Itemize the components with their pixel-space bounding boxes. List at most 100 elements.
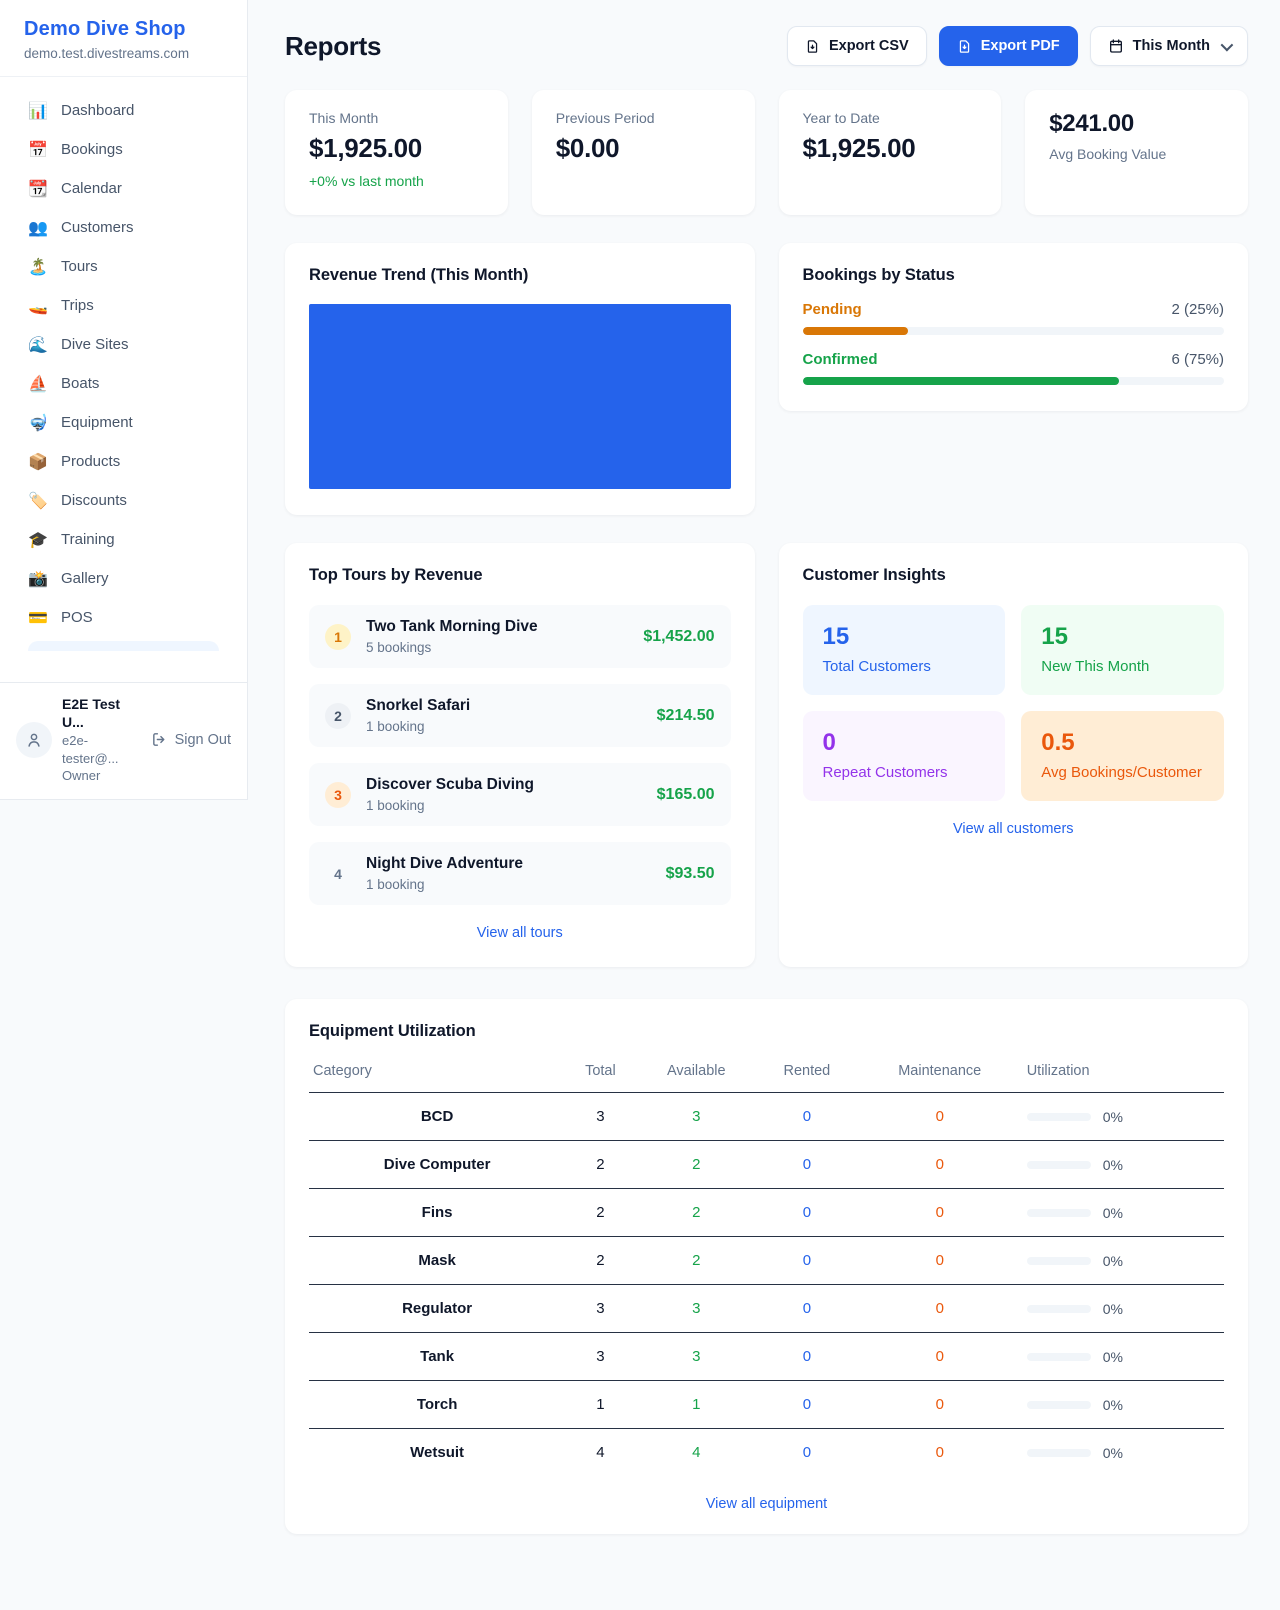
status-label: Confirmed	[802, 351, 878, 368]
equipment-row: BCD 3 3 0 0 0%	[309, 1092, 1224, 1141]
utilization-percent: 0%	[1102, 1156, 1123, 1173]
equipment-row: Mask 2 2 0 0 0%	[309, 1236, 1224, 1285]
sign-out-button[interactable]: Sign Out	[151, 731, 231, 748]
equipment-table-body: BCD 3 3 0 0 0% Dive Computer 2 2 0 0 0% Fins 2 2 0 0…	[309, 1092, 1224, 1477]
top-tours-panel: Top Tours by Revenue 1 Two Tank Morning …	[285, 543, 755, 967]
equipment-rented: 0	[756, 1188, 857, 1237]
tour-revenue: $1,452.00	[643, 627, 715, 645]
panel-title: Revenue Trend (This Month)	[309, 266, 529, 284]
equipment-category: Regulator	[309, 1284, 566, 1333]
header-actions: Export CSV Export PDF This Month	[786, 26, 1248, 66]
speedboat-icon: 🚤	[28, 296, 48, 315]
card-label: Previous Period	[555, 110, 655, 126]
calendar-icon: 📅	[28, 140, 48, 159]
equipment-rented: 0	[756, 1332, 857, 1381]
tile-label: New This Month	[1041, 658, 1150, 675]
export-csv-label: Export CSV	[828, 38, 909, 54]
equipment-row: Regulator 3 3 0 0 0%	[309, 1284, 1224, 1333]
panel-title: Equipment Utilization	[309, 1022, 476, 1040]
sidebar-item-products[interactable]: 📦 Products	[16, 442, 231, 481]
sidebar-item-pos[interactable]: 💳 POS	[16, 598, 231, 637]
status-value: 6 (75%)	[1171, 351, 1224, 368]
sidebar-item-label: Customers	[61, 219, 134, 236]
sidebar-item-label: Equipment	[61, 414, 133, 431]
sidebar-item-calendar[interactable]: 📆 Calendar	[16, 169, 231, 208]
sidebar-item-training[interactable]: 🎓 Training	[16, 520, 231, 559]
sidebar-nav: 📊 Dashboard 📅 Bookings 📆 Calendar 👥 Cust…	[0, 77, 247, 682]
package-icon: 📦	[28, 452, 48, 471]
export-csv-button[interactable]: Export CSV	[786, 26, 927, 66]
equipment-total: 3	[565, 1284, 636, 1333]
view-all-equipment-link[interactable]: View all equipment	[705, 1496, 828, 1512]
equipment-available: 2	[635, 1236, 757, 1285]
sidebar-item-dive-sites[interactable]: 🌊 Dive Sites	[16, 325, 231, 364]
sidebar-item-reports-partial[interactable]	[28, 641, 219, 651]
tour-row: 1 Two Tank Morning Dive 5 bookings $1,45…	[309, 605, 731, 668]
tile-new-this-month: 15 New This Month	[1021, 605, 1224, 695]
equipment-available: 1	[635, 1380, 757, 1429]
sidebar-item-customers[interactable]: 👥 Customers	[16, 208, 231, 247]
sidebar-item-label: Tours	[61, 258, 98, 275]
equipment-available: 3	[635, 1092, 757, 1141]
equipment-utilization-panel: Equipment Utilization Category Total Ava…	[285, 999, 1248, 1534]
sign-out-icon	[152, 733, 165, 747]
utilization-bar	[1026, 1304, 1091, 1313]
sidebar-item-tours[interactable]: 🏝️ Tours	[16, 247, 231, 286]
sidebar: Demo Dive Shop demo.test.divestreams.com…	[0, 0, 248, 800]
equipment-utilization-cell: 0%	[1023, 1429, 1224, 1477]
status-row-pending: Pending 2 (25%)	[802, 301, 1224, 335]
card-year-to-date: Year to Date $1,925.00	[778, 90, 1002, 215]
equipment-available: 3	[635, 1332, 757, 1381]
tile-value: 0.5	[1041, 729, 1075, 756]
credit-card-icon: 💳	[28, 608, 48, 627]
sidebar-item-bookings[interactable]: 📅 Bookings	[16, 130, 231, 169]
view-all-customers-link[interactable]: View all customers	[952, 821, 1074, 837]
tile-value: 15	[1041, 623, 1068, 650]
equipment-total: 2	[565, 1188, 636, 1237]
table-header-row: Category Total Available Rented Maintena…	[309, 1049, 1224, 1093]
user-role: Owner	[62, 768, 101, 784]
card-value: $1,925.00	[802, 133, 916, 163]
sidebar-item-equipment[interactable]: 🤿 Equipment	[16, 403, 231, 442]
person-icon	[28, 733, 40, 747]
tour-bookings: 5 bookings	[366, 640, 432, 655]
rank-badge: 3	[325, 781, 351, 808]
sidebar-item-dashboard[interactable]: 📊 Dashboard	[16, 91, 231, 130]
diving-mask-icon: 🤿	[28, 413, 48, 432]
card-label: This Month	[309, 110, 379, 126]
graduation-cap-icon: 🎓	[28, 530, 48, 549]
file-download-icon	[807, 39, 818, 53]
revenue-trend-chart	[309, 304, 731, 489]
sidebar-item-label: Discounts	[61, 492, 127, 509]
equipment-maintenance: 0	[856, 1092, 1023, 1141]
sidebar-item-label: Products	[61, 453, 121, 470]
bar-chart-icon: 📊	[28, 101, 48, 120]
sidebar-item-boats[interactable]: ⛵ Boats	[16, 364, 231, 403]
sidebar-item-label: Dive Sites	[61, 336, 129, 353]
period-dropdown[interactable]: This Month	[1089, 26, 1248, 66]
sidebar-item-discounts[interactable]: 🏷️ Discounts	[16, 481, 231, 520]
tour-name: Discover Scuba Diving	[366, 776, 534, 793]
status-value: 2 (25%)	[1171, 301, 1224, 318]
view-all-tours-link[interactable]: View all tours	[476, 925, 563, 941]
equipment-rented: 0	[756, 1092, 857, 1141]
tile-repeat-customers: 0 Repeat Customers	[802, 711, 1006, 801]
sidebar-item-gallery[interactable]: 📸 Gallery	[16, 559, 231, 598]
tour-name: Night Dive Adventure	[366, 855, 524, 872]
utilization-bar	[1026, 1256, 1091, 1265]
page-header: Reports Export CSV Export PDF	[285, 26, 1248, 66]
sign-out-label: Sign Out	[174, 731, 231, 748]
sidebar-item-trips[interactable]: 🚤 Trips	[16, 286, 231, 325]
export-pdf-button[interactable]: Export PDF	[938, 26, 1078, 66]
tile-label: Avg Bookings/Customer	[1041, 764, 1202, 781]
equipment-maintenance: 0	[856, 1380, 1023, 1429]
avatar	[16, 721, 52, 758]
equipment-category: Dive Computer	[309, 1140, 566, 1189]
sidebar-item-label: Training	[61, 531, 115, 548]
tour-row: 4 Night Dive Adventure 1 booking $93.50	[309, 842, 731, 905]
rank-badge: 4	[334, 865, 342, 882]
insights-row: Top Tours by Revenue 1 Two Tank Morning …	[285, 543, 1248, 967]
card-value: $241.00	[1049, 110, 1134, 137]
equipment-category: Wetsuit	[410, 1444, 465, 1461]
shop-name: Demo Dive Shop	[24, 18, 186, 40]
